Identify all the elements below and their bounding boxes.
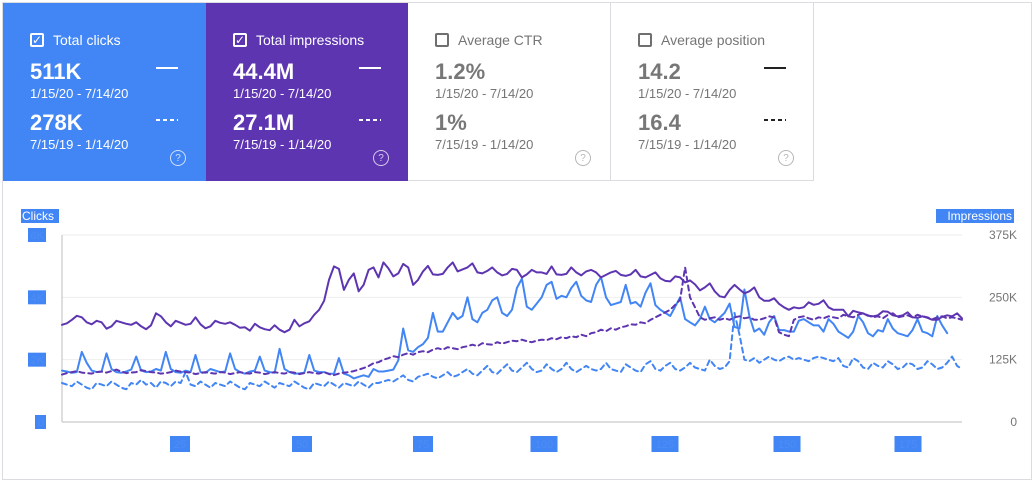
metric-value-current: 44.4M: [233, 59, 295, 84]
left-tick-highlight: [28, 290, 46, 305]
metric-value-current: 1.2%: [435, 59, 486, 84]
card-header[interactable]: ✓ Total clicks: [30, 32, 121, 48]
date-range-current: 1/15/20 - 7/14/20: [638, 86, 737, 101]
left-axis-title-highlight: [21, 209, 59, 223]
solid-line-legend-icon: [156, 67, 178, 69]
card-header[interactable]: ✓ Total impressions: [233, 32, 364, 48]
clicks-current-line: [61, 276, 949, 380]
date-range-previous: 7/15/19 - 1/14/20: [30, 137, 129, 152]
card-header[interactable]: Average position: [638, 32, 765, 48]
left-tick-highlight: [28, 352, 46, 367]
left-tick-highlight: [28, 228, 46, 242]
left-tick-label: 6K: [31, 230, 45, 242]
x-tick-label: 175: [899, 439, 917, 451]
checkbox-unchecked-icon[interactable]: [435, 33, 449, 47]
metric-value-current: 511K: [30, 59, 82, 84]
x-tick-label: 150: [778, 439, 796, 451]
x-tick-label: 125: [656, 439, 674, 451]
metric-value-previous: 27.1M: [233, 110, 295, 135]
x-tick-highlight: [651, 436, 679, 452]
right-tick-label: 250K: [989, 290, 1017, 304]
card-label: Average CTR: [458, 32, 543, 48]
date-range-previous: 7/15/19 - 1/14/20: [435, 137, 534, 152]
left-tick-label: 4K: [31, 292, 45, 304]
right-tick-label: 125K: [989, 353, 1017, 367]
card-label: Average position: [661, 32, 766, 48]
card-total-impressions[interactable]: ✓ Total impressions 44.4M 1/15/20 - 7/14…: [206, 3, 408, 181]
x-tick-label: 75: [417, 439, 429, 451]
right-axis-title-highlight: [936, 209, 1014, 223]
date-range-previous: 7/15/19 - 1/14/20: [638, 137, 737, 152]
card-average-position[interactable]: Average position 14.2 1/15/20 - 7/14/20 …: [611, 3, 814, 181]
date-range-current: 1/15/20 - 7/14/20: [435, 86, 534, 101]
help-circle-icon[interactable]: ?: [170, 150, 186, 166]
help-circle-icon[interactable]: ?: [373, 150, 389, 166]
help-circle-icon[interactable]: ?: [575, 150, 591, 166]
solid-line-legend-icon: [359, 67, 381, 69]
chart-axis-labels: Clicks Impressions 6K 4K 2K 0 375K 250K 125K 0 25 5…: [21, 209, 1017, 452]
solid-line-legend-icon: [764, 67, 786, 69]
chart-gridlines: [61, 234, 962, 423]
metric-value-current: 14.2: [638, 59, 681, 84]
right-tick-label: 0: [1010, 415, 1017, 429]
left-axis-title: Clicks: [22, 209, 54, 223]
metric-value-previous: 1%: [435, 110, 467, 135]
x-tick-highlight: [530, 436, 558, 452]
metric-value-previous: 16.4: [638, 110, 681, 135]
checkbox-unchecked-icon[interactable]: [638, 33, 652, 47]
metric-cards: ✓ Total clicks 511K 1/15/20 - 7/14/20 27…: [3, 3, 814, 181]
right-axis-title: Impressions: [947, 209, 1012, 223]
right-tick-label: 375K: [989, 228, 1017, 242]
card-label: Total clicks: [53, 32, 121, 48]
left-tick-label: 2K: [31, 355, 45, 367]
card-header[interactable]: Average CTR: [435, 32, 543, 48]
x-tick-label: 100: [535, 439, 553, 451]
date-range-current: 1/15/20 - 7/14/20: [30, 86, 129, 101]
help-circle-icon[interactable]: ?: [778, 150, 794, 166]
x-tick-highlight: [170, 436, 190, 452]
x-tick-highlight: [292, 436, 312, 452]
card-label: Total impressions: [256, 32, 365, 48]
date-range-previous: 7/15/19 - 1/14/20: [233, 137, 332, 152]
x-tick-highlight: [894, 436, 922, 452]
left-tick-highlight: [35, 415, 46, 429]
impressions-previous-line: [61, 266, 963, 377]
chart-series: [61, 261, 963, 391]
clicks-previous-line: [61, 311, 963, 391]
left-tick-label: 0: [38, 417, 44, 429]
x-tick-highlight: [773, 436, 801, 452]
card-average-ctr[interactable]: Average CTR 1.2% 1/15/20 - 7/14/20 1% 7/…: [408, 3, 611, 181]
dashed-line-legend-icon: [359, 119, 381, 121]
impressions-current-line: [61, 261, 963, 334]
checkbox-checked-icon[interactable]: ✓: [233, 33, 247, 47]
x-tick-label: 25: [174, 439, 186, 451]
dashed-line-legend-icon: [764, 119, 786, 121]
dashed-line-legend-icon: [156, 119, 178, 121]
date-range-current: 1/15/20 - 7/14/20: [233, 86, 332, 101]
metric-value-previous: 278K: [30, 110, 83, 135]
checkbox-checked-icon[interactable]: ✓: [30, 33, 44, 47]
x-tick-highlight: [413, 436, 433, 452]
card-total-clicks[interactable]: ✓ Total clicks 511K 1/15/20 - 7/14/20 27…: [3, 3, 206, 181]
x-tick-label: 50: [296, 439, 308, 451]
